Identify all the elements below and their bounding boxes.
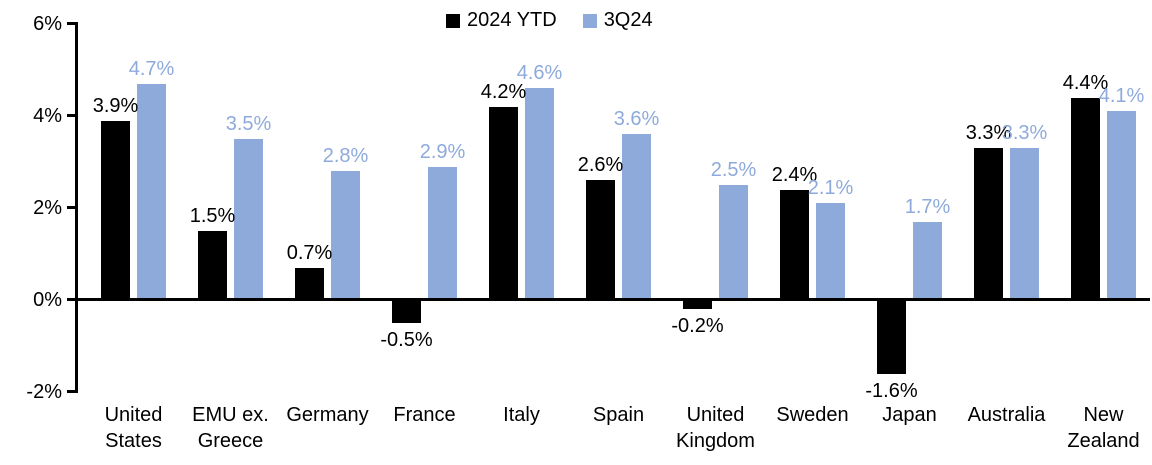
value-label-2024-ytd-spain: 2.6% — [577, 154, 624, 176]
value-label-2024-ytd-australia: 3.3% — [965, 122, 1012, 144]
y-tick-label-2: 2% — [33, 197, 62, 219]
value-label-2024-ytd-france: -0.5% — [380, 329, 433, 351]
y-tick-label-6: 6% — [33, 13, 62, 35]
x-axis-zero-line — [75, 298, 1150, 301]
legend-label-3q24: 3Q24 — [603, 9, 653, 31]
y-tick-label-0: 0% — [33, 289, 62, 311]
bar-2024-ytd-united-kingdom — [683, 300, 712, 309]
y-tick-label-2: -2% — [26, 381, 62, 403]
bar-3q24-france — [428, 167, 457, 300]
bar-3q24-japan — [913, 222, 942, 300]
bar-2024-ytd-japan — [877, 300, 906, 374]
legend-swatch-3q24 — [582, 13, 597, 28]
value-label-3q24-france: 2.9% — [419, 141, 466, 163]
value-label-2024-ytd-emu-ex-greece: 1.5% — [189, 205, 236, 227]
legend-swatch-2024-ytd — [446, 13, 460, 28]
bar-2024-ytd-sweden — [780, 190, 809, 300]
value-label-3q24-japan: 1.7% — [904, 196, 951, 218]
value-label-3q24-new-zealand: 4.1% — [1098, 85, 1145, 107]
category-label-new-zealand: New Zealand — [1067, 404, 1140, 452]
value-label-2024-ytd-united-kingdom: -0.2% — [671, 315, 724, 337]
value-label-3q24-emu-ex-greece: 3.5% — [225, 113, 272, 135]
value-label-2024-ytd-new-zealand: 4.4% — [1062, 72, 1109, 94]
category-label-united-kingdom: United Kingdom — [676, 404, 755, 452]
bar-2024-ytd-france — [392, 300, 421, 323]
category-label-japan: Japan — [882, 404, 937, 426]
value-label-2024-ytd-sweden: 2.4% — [771, 164, 818, 186]
bar-3q24-new-zealand — [1107, 111, 1136, 300]
legend-item-2024-ytd: 2024 YTD — [446, 9, 557, 32]
category-label-sweden: Sweden — [776, 404, 849, 426]
bar-2024-ytd-italy — [489, 107, 518, 300]
value-label-2024-ytd-italy: 4.2% — [480, 81, 527, 103]
value-label-3q24-italy: 4.6% — [516, 62, 563, 84]
legend-item-3q24: 3Q24 — [582, 9, 653, 32]
bar-3q24-sweden — [816, 203, 845, 300]
bar-2024-ytd-spain — [586, 180, 615, 300]
value-label-2024-ytd-germany: 0.7% — [286, 242, 333, 264]
category-label-emu-ex-greece: EMU ex. Greece — [192, 404, 269, 452]
category-label-australia: Australia — [967, 404, 1046, 426]
bar-2024-ytd-germany — [295, 268, 324, 300]
category-label-italy: Italy — [503, 404, 540, 426]
value-label-3q24-sweden: 2.1% — [807, 177, 854, 199]
y-tick-mark-6 — [67, 22, 75, 25]
bar-3q24-emu-ex-greece — [234, 139, 263, 300]
value-label-2024-ytd-japan: -1.6% — [865, 380, 918, 402]
category-label-spain: Spain — [592, 404, 645, 426]
bar-2024-ytd-united-states — [101, 121, 130, 300]
bar-3q24-united-kingdom — [719, 185, 748, 300]
category-label-france: France — [393, 404, 456, 426]
bar-3q24-germany — [331, 171, 360, 300]
category-label-united-states: United States — [104, 404, 163, 452]
value-label-3q24-germany: 2.8% — [322, 145, 369, 167]
bar-3q24-italy — [525, 88, 554, 300]
y-tick-mark-2 — [67, 390, 75, 393]
value-label-3q24-spain: 3.6% — [613, 108, 660, 130]
y-tick-mark-0 — [67, 298, 75, 301]
bar-3q24-united-states — [137, 84, 166, 300]
bar-3q24-australia — [1010, 148, 1039, 300]
value-label-3q24-united-states: 4.7% — [128, 58, 175, 80]
y-tick-label-4: 4% — [33, 105, 62, 127]
bar-2024-ytd-australia — [974, 148, 1003, 300]
bar-3q24-spain — [622, 134, 651, 300]
legend-label-2024-ytd: 2024 YTD — [467, 9, 557, 31]
value-label-3q24-australia: 3.3% — [1001, 122, 1048, 144]
bar-2024-ytd-emu-ex-greece — [198, 231, 227, 300]
category-label-germany: Germany — [286, 404, 369, 426]
bar-2024-ytd-new-zealand — [1071, 98, 1100, 300]
y-tick-mark-2 — [67, 206, 75, 209]
y-tick-mark-4 — [67, 114, 75, 117]
value-label-2024-ytd-united-states: 3.9% — [92, 95, 139, 117]
value-label-3q24-united-kingdom: 2.5% — [710, 159, 757, 181]
y-axis-line — [75, 22, 78, 393]
chart-legend: 2024 YTD 3Q24 — [446, 9, 653, 32]
